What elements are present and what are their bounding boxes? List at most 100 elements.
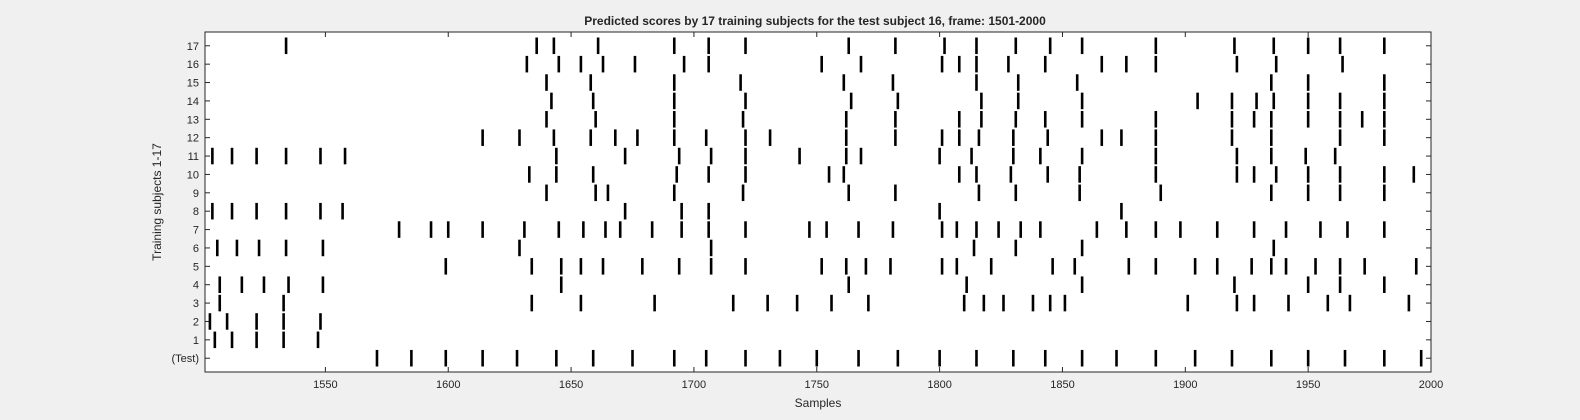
x-tick-label: 1550 [313,379,337,391]
event-mark [857,349,860,367]
event-mark [1193,258,1197,275]
event-mark [287,276,290,293]
event-mark [1233,37,1236,55]
event-mark [1019,221,1022,238]
event-mark [1383,221,1386,238]
event-mark [859,147,863,165]
event-mark [218,294,222,312]
event-mark [579,294,583,312]
event-mark [1252,294,1256,312]
event-mark [545,184,548,202]
event-mark [1348,294,1352,312]
event-mark [795,294,799,312]
event-mark [894,184,897,202]
event-mark [257,239,261,257]
event-mark [1338,184,1342,202]
event-mark [1014,37,1018,55]
event-mark [633,55,637,73]
event-mark [1306,184,1310,202]
event-mark [672,92,676,110]
event-mark [815,349,819,367]
event-mark [1215,221,1219,238]
event-mark [211,147,214,165]
event-mark [940,221,944,238]
event-mark [1270,147,1273,165]
event-mark [1012,147,1015,165]
event-mark [894,111,897,128]
event-mark [1230,111,1234,128]
y-tick-label: 11 [188,151,199,163]
event-mark [827,166,831,183]
event-mark [604,221,607,238]
event-mark [641,258,644,275]
event-mark [972,239,976,257]
event-mark [739,74,742,91]
event-mark [1080,239,1084,257]
event-mark [375,349,379,367]
event-mark [889,258,892,275]
event-mark [891,74,895,91]
event-mark [844,111,848,128]
event-mark [1039,147,1042,165]
event-mark [1319,221,1322,238]
event-mark [808,221,811,238]
event-mark [1272,239,1276,257]
event-mark [1154,166,1158,183]
event-mark [606,184,610,202]
y-tick-label: 5 [193,261,199,273]
event-mark [744,258,747,275]
x-tick-label: 2000 [1419,379,1443,391]
event-mark [962,294,966,312]
event-mark [938,349,941,367]
event-mark [970,147,973,165]
x-tick-label: 1700 [682,379,706,391]
event-mark [847,37,851,55]
event-mark [284,239,288,257]
event-mark [1095,221,1099,238]
event-mark [744,129,747,146]
y-tick-label: 3 [193,298,199,310]
event-mark [631,349,634,367]
event-mark [235,239,239,257]
event-mark [557,221,561,238]
event-mark [680,202,683,220]
event-mark [830,294,833,312]
event-mark [1016,92,1020,110]
event-mark [1235,294,1239,312]
event-mark [825,221,828,238]
event-mark [741,111,745,128]
event-mark [240,276,244,293]
event-mark [975,37,978,55]
event-mark [262,276,266,293]
event-mark [975,55,978,73]
event-mark [213,331,217,349]
event-mark [1078,184,1081,202]
event-mark [282,294,285,312]
event-mark [1346,221,1349,238]
event-mark [230,331,234,349]
event-mark [208,313,212,330]
x-tick-label: 1600 [436,379,460,391]
event-mark [1235,147,1239,165]
event-mark [545,111,548,128]
event-mark [1043,111,1047,128]
event-mark [957,111,961,128]
event-mark [1014,239,1018,257]
event-mark [1048,294,1052,312]
event-mark [1230,349,1234,367]
event-mark [709,258,713,275]
event-mark [1383,349,1386,367]
y-tick-label: 7 [193,225,199,237]
event-mark [410,349,413,367]
event-mark [1338,111,1342,128]
event-mark [618,221,622,238]
event-mark [844,147,848,165]
event-mark [1341,55,1344,73]
event-mark [864,258,868,275]
x-tick-label: 1750 [805,379,829,391]
event-mark [1360,111,1364,128]
event-mark [1016,74,1020,91]
event-mark [1080,92,1084,110]
event-mark [672,74,676,91]
event-mark [319,147,322,165]
